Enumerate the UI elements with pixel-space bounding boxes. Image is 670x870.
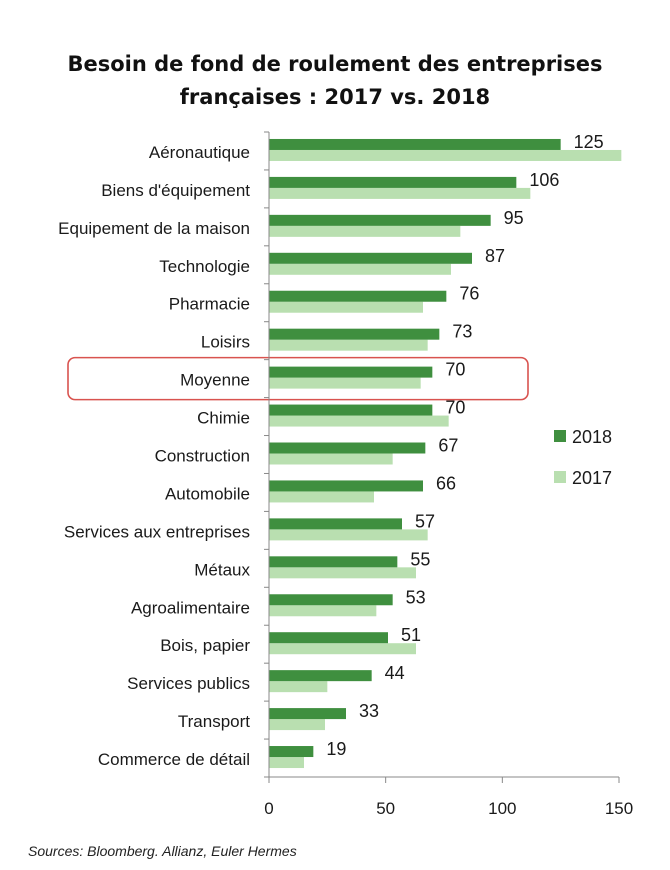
category-label: Biens d'équipement — [101, 181, 250, 200]
bar-2018 — [269, 556, 398, 568]
category-label: Construction — [155, 447, 250, 466]
bar-2018 — [269, 252, 472, 264]
bar-2018 — [269, 746, 314, 758]
category-label: Bois, papier — [160, 636, 250, 655]
data-label: 70 — [445, 398, 465, 418]
category-label: Métaux — [194, 560, 250, 579]
bar-2017 — [269, 757, 304, 769]
legend-swatch-2018 — [554, 430, 566, 442]
data-label: 33 — [359, 701, 379, 721]
bar-2017 — [269, 339, 428, 351]
bar-2017 — [269, 377, 421, 389]
bar-2017 — [269, 491, 374, 503]
data-label: 87 — [485, 246, 505, 266]
category-label: Pharmacie — [169, 295, 250, 314]
x-tick-label: 0 — [264, 799, 273, 818]
bar-2017 — [269, 263, 451, 275]
chart-title-line2: françaises : 2017 vs. 2018 — [179, 85, 491, 109]
data-label: 19 — [326, 739, 346, 759]
bar-2017 — [269, 605, 377, 617]
data-label: 125 — [574, 132, 604, 152]
chart-title: Besoin de fond de roulement des entrepri… — [0, 48, 670, 114]
x-tick-label: 50 — [376, 799, 395, 818]
bar-2018 — [269, 442, 426, 454]
data-label: 57 — [415, 511, 435, 531]
legend-label-2017: 2017 — [572, 468, 612, 488]
bar-2017 — [269, 149, 622, 161]
bar-2018 — [269, 670, 372, 682]
bar-2018 — [269, 480, 423, 492]
source-note: Sources: Bloomberg. Allianz, Euler Herme… — [28, 843, 297, 859]
category-label: Services publics — [127, 674, 250, 693]
category-label: Aéronautique — [149, 143, 250, 162]
legend-label-2018: 2018 — [572, 427, 612, 447]
bar-2017 — [269, 643, 416, 655]
bar-2017 — [269, 567, 416, 579]
category-label: Transport — [178, 712, 250, 731]
category-label: Services aux entreprises — [64, 522, 250, 541]
bar-2018 — [269, 176, 517, 188]
data-label: 53 — [406, 587, 426, 607]
bar-2017 — [269, 225, 461, 237]
bar-2018 — [269, 708, 346, 720]
legend-swatch-2017 — [554, 471, 566, 483]
bar-2018 — [269, 366, 433, 378]
bar-2018 — [269, 328, 440, 340]
bar-2017 — [269, 415, 449, 427]
category-label: Chimie — [197, 409, 250, 428]
category-label: Moyenne — [180, 371, 250, 390]
data-label: 67 — [438, 436, 458, 456]
bar-2017 — [269, 719, 325, 731]
chart-title-line1: Besoin de fond de roulement des entrepri… — [67, 52, 603, 76]
bar-2018 — [269, 518, 402, 530]
bar-2017 — [269, 187, 531, 199]
data-label: 44 — [385, 663, 405, 683]
category-label: Agroalimentaire — [131, 598, 250, 617]
bar-2018 — [269, 594, 393, 606]
category-label: Technologie — [159, 257, 250, 276]
data-label: 66 — [436, 473, 456, 493]
bar-2017 — [269, 301, 423, 313]
bar-2018 — [269, 632, 388, 644]
bar-2018 — [269, 290, 447, 302]
bar-2017 — [269, 453, 393, 465]
category-label: Loisirs — [201, 333, 250, 352]
x-tick-label: 100 — [488, 799, 516, 818]
data-label: 73 — [452, 322, 472, 342]
data-label: 76 — [459, 284, 479, 304]
bar-2018 — [269, 138, 561, 150]
data-label: 95 — [504, 208, 524, 228]
data-label: 55 — [410, 549, 430, 569]
data-label: 106 — [529, 170, 559, 190]
category-label: Equipement de la maison — [58, 219, 250, 238]
data-label: 51 — [401, 625, 421, 645]
bar-2018 — [269, 404, 433, 416]
category-label: Commerce de détail — [98, 750, 250, 769]
bar-2017 — [269, 529, 428, 541]
bar-2018 — [269, 214, 491, 226]
highlight-box — [67, 356, 529, 401]
x-tick-label: 150 — [605, 799, 633, 818]
category-label: Automobile — [165, 484, 250, 503]
bar-2017 — [269, 681, 328, 693]
data-label: 70 — [445, 360, 465, 380]
